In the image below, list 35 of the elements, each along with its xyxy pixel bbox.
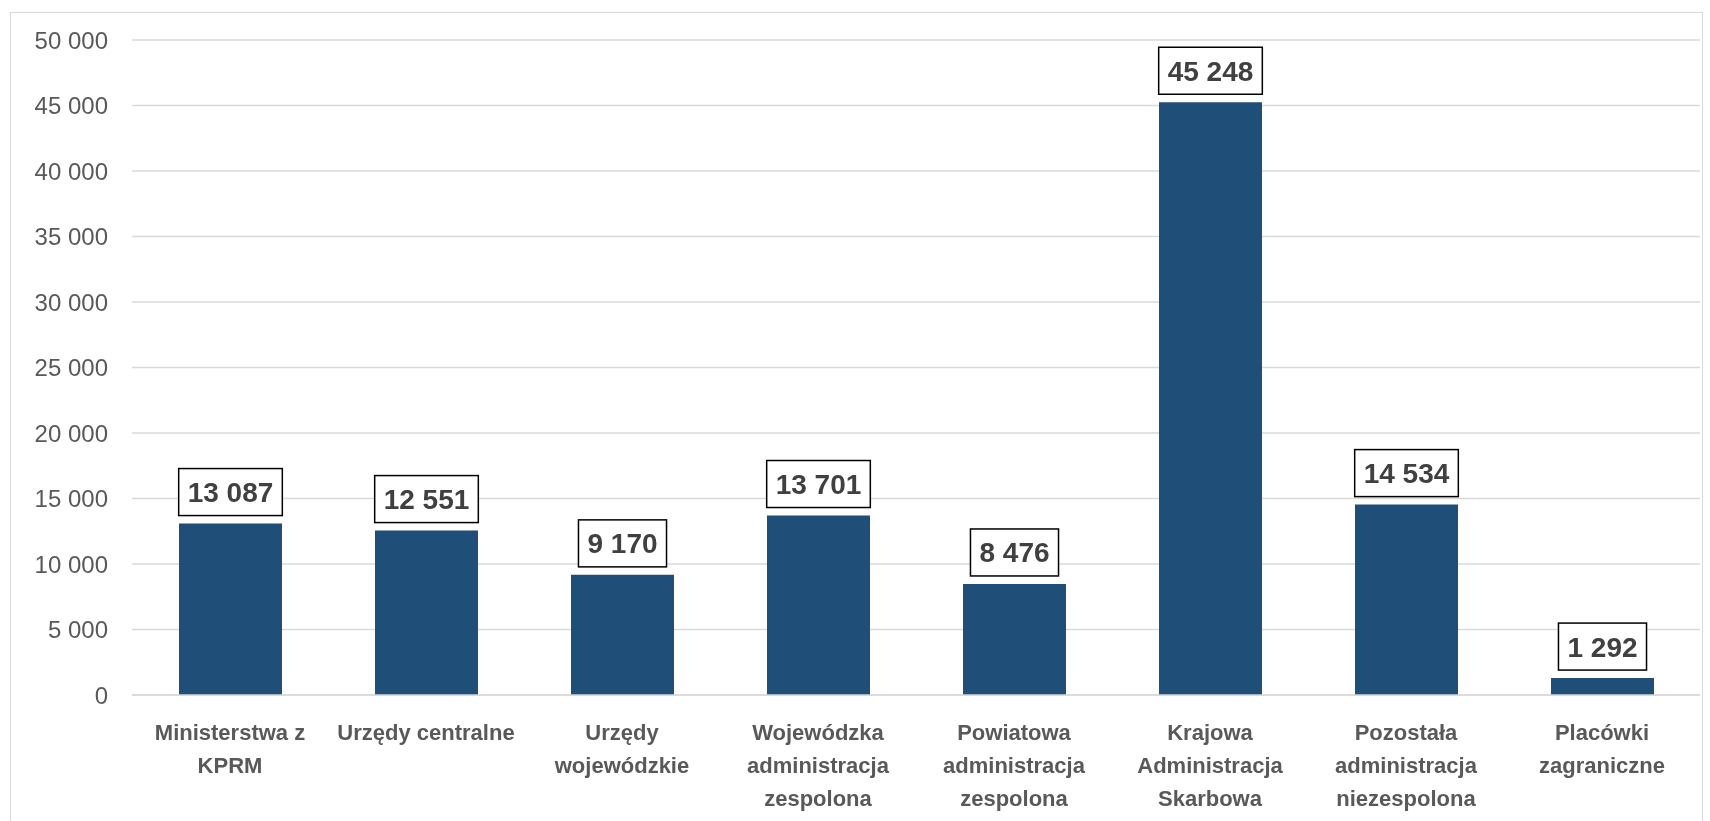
- y-tick-label: 10 000: [34, 550, 108, 578]
- y-tick-label: 15 000: [34, 485, 108, 513]
- data-label: 13 087: [187, 477, 274, 509]
- y-tick-label: 30 000: [34, 288, 108, 316]
- bar: [179, 523, 282, 695]
- y-tick-label: 5 000: [47, 616, 108, 644]
- bar: [375, 530, 478, 695]
- data-label: 1 292: [1567, 631, 1638, 663]
- data-label: 45 248: [1167, 55, 1254, 87]
- bar: [963, 583, 1066, 695]
- x-tick-label: Urzędy centralne: [337, 720, 515, 745]
- y-tick-label: 50 000: [34, 26, 108, 54]
- y-tick-label: 35 000: [34, 223, 108, 251]
- x-tick-label: Krajowa Administracja Skarbowa: [1137, 720, 1284, 811]
- data-label: 14 534: [1363, 458, 1450, 490]
- y-tick-label: 25 000: [34, 354, 108, 382]
- data-label: 9 170: [587, 528, 658, 560]
- bar: [1551, 678, 1654, 695]
- y-tick-label: 0: [94, 681, 108, 709]
- data-label: 13 701: [775, 469, 862, 501]
- y-tick-label: 20 000: [34, 419, 108, 447]
- x-tick-label: Ministerstwa z KPRM: [154, 720, 306, 778]
- y-tick-label: 40 000: [34, 157, 108, 185]
- bar: [767, 515, 870, 695]
- bar: [1355, 504, 1458, 695]
- x-tick-label: Urzędy wojewódzkie: [553, 720, 690, 778]
- data-label: 12 551: [383, 484, 470, 516]
- data-label: 8 476: [979, 537, 1050, 569]
- x-tick-label: Powiatowa administracja zespolona: [943, 720, 1086, 811]
- x-tick-label: Wojewódzka administracja zespolona: [747, 720, 890, 811]
- x-tick-label: Placówki zagraniczne: [1539, 720, 1665, 778]
- bar: [1159, 102, 1262, 695]
- y-tick-label: 45 000: [34, 92, 108, 120]
- x-tick-label: Pozostała administracja niezespolona: [1335, 720, 1478, 811]
- bar: [571, 574, 674, 695]
